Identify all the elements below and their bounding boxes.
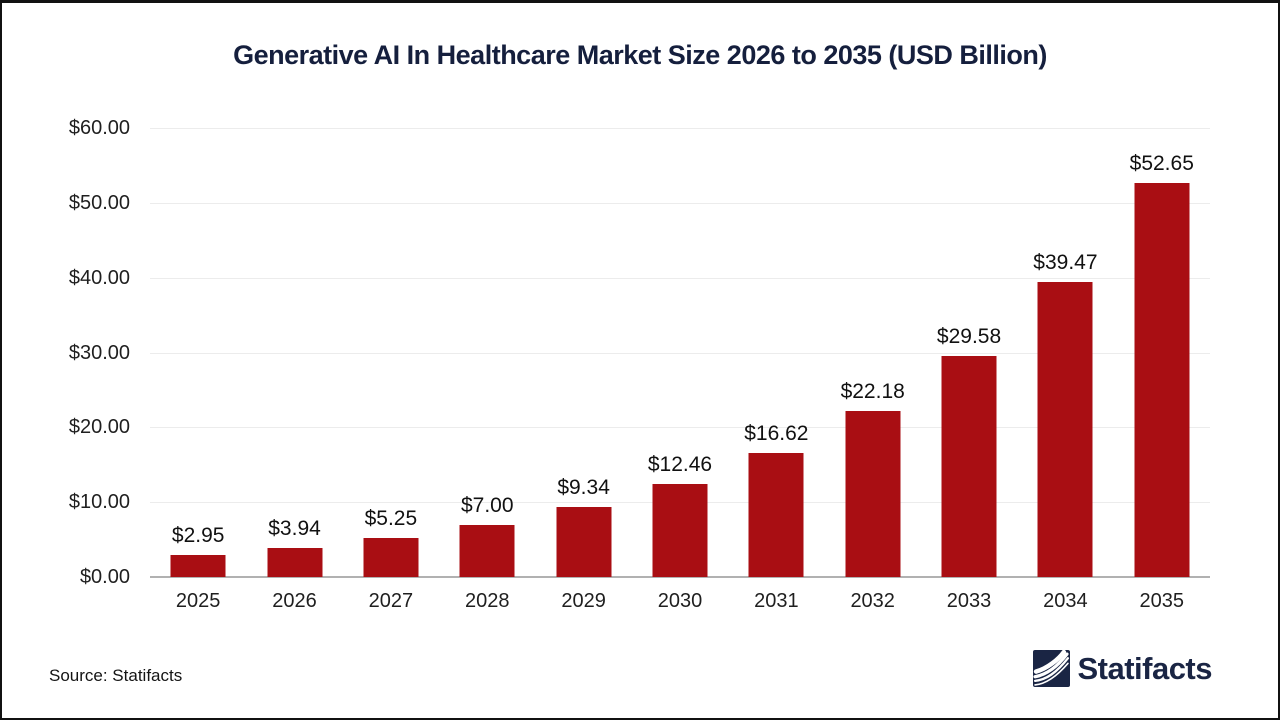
bar-value-label: $16.62 bbox=[744, 421, 809, 445]
bar-slot: $16.62 bbox=[728, 128, 824, 577]
statifacts-logo-icon bbox=[1033, 649, 1071, 687]
bar-slot: $22.18 bbox=[825, 128, 921, 577]
y-axis-tick-label: $20.00 bbox=[68, 416, 130, 439]
bar-value-label: $9.34 bbox=[557, 476, 610, 500]
x-axis-tick-label: 2026 bbox=[272, 590, 317, 612]
bar-value-label: $29.58 bbox=[936, 324, 1002, 348]
bar-slot: $9.34 bbox=[535, 128, 631, 577]
bar-value-label: $5.25 bbox=[364, 506, 418, 530]
x-axis-tick-label: 2032 bbox=[850, 590, 895, 612]
gridline bbox=[150, 202, 1210, 204]
x-axis-tick-label: 2027 bbox=[368, 590, 414, 612]
bar-2034 bbox=[1037, 281, 1093, 577]
gridline bbox=[150, 427, 1210, 429]
y-axis-tick-label: $0.00 bbox=[79, 566, 130, 588]
x-axis-baseline bbox=[150, 576, 1210, 578]
x-axis-tick-label: 2028 bbox=[465, 590, 510, 612]
bar-value-label: $52.65 bbox=[1129, 152, 1194, 175]
x-axis-tick-label: 2031 bbox=[754, 590, 799, 612]
gridline bbox=[150, 277, 1210, 279]
bar-slot: $3.94 bbox=[246, 128, 342, 577]
bar-value-label: $3.94 bbox=[268, 516, 321, 540]
y-axis-tick-label: $10.00 bbox=[68, 491, 130, 514]
bar-2033 bbox=[941, 355, 997, 577]
x-axis-tick-label: 2025 bbox=[175, 590, 221, 612]
brand-name: Statifacts bbox=[1077, 650, 1212, 686]
bar-2028 bbox=[459, 524, 515, 577]
y-axis-tick-label: $50.00 bbox=[68, 191, 130, 214]
bar-2035 bbox=[1134, 183, 1190, 577]
x-axis-tick-label: 2029 bbox=[561, 590, 606, 612]
bar-slot: $2.95 bbox=[150, 128, 246, 577]
y-axis-tick-label: $30.00 bbox=[68, 341, 130, 364]
bar-2027 bbox=[363, 537, 419, 577]
bar-value-label: $22.18 bbox=[840, 380, 905, 403]
bar-2031 bbox=[748, 452, 804, 577]
x-axis-tick-label: 2033 bbox=[946, 590, 992, 612]
source-note: Source: Statifacts bbox=[49, 666, 183, 685]
bar-2025 bbox=[170, 554, 226, 577]
x-axis: 2025 2026 2027 2028 2029 2030 2031 2032 2033 2034… bbox=[150, 590, 1210, 613]
bar-2026 bbox=[267, 547, 323, 577]
x-axis-tick-label: 2034 bbox=[1043, 590, 1088, 612]
bar-value-label: $7.00 bbox=[460, 493, 514, 517]
bar-slot: $52.65 bbox=[1114, 128, 1210, 577]
x-axis-tick-label: 2035 bbox=[1139, 590, 1185, 612]
x-axis-tick-label: 2030 bbox=[657, 590, 703, 612]
bar-2030 bbox=[652, 483, 708, 577]
bar-slot: $39.47 bbox=[1017, 128, 1113, 577]
gridline bbox=[150, 352, 1210, 354]
y-axis-tick-label: $60.00 bbox=[68, 117, 130, 139]
bar-2029 bbox=[556, 507, 612, 577]
bar-value-label: $39.47 bbox=[1033, 250, 1098, 274]
bar-slot: $7.00 bbox=[439, 128, 535, 577]
plot-area: $2.95 $3.94 $5.25 $7.00 $9.34 $12.46 $16.62 $22… bbox=[150, 128, 1210, 577]
bar-value-label: $12.46 bbox=[647, 452, 713, 476]
bar-value-label: $2.95 bbox=[171, 523, 225, 547]
chart-title: Generative AI In Healthcare Market Size … bbox=[233, 40, 1047, 70]
statifacts-logo: Statifacts bbox=[1033, 649, 1212, 687]
bar-slot: $5.25 bbox=[343, 128, 439, 577]
bar-slot: $29.58 bbox=[921, 128, 1017, 577]
gridline bbox=[150, 128, 1210, 129]
y-axis-tick-label: $40.00 bbox=[68, 266, 130, 289]
bar-2032 bbox=[845, 411, 901, 577]
bar-slot: $12.46 bbox=[632, 128, 728, 577]
